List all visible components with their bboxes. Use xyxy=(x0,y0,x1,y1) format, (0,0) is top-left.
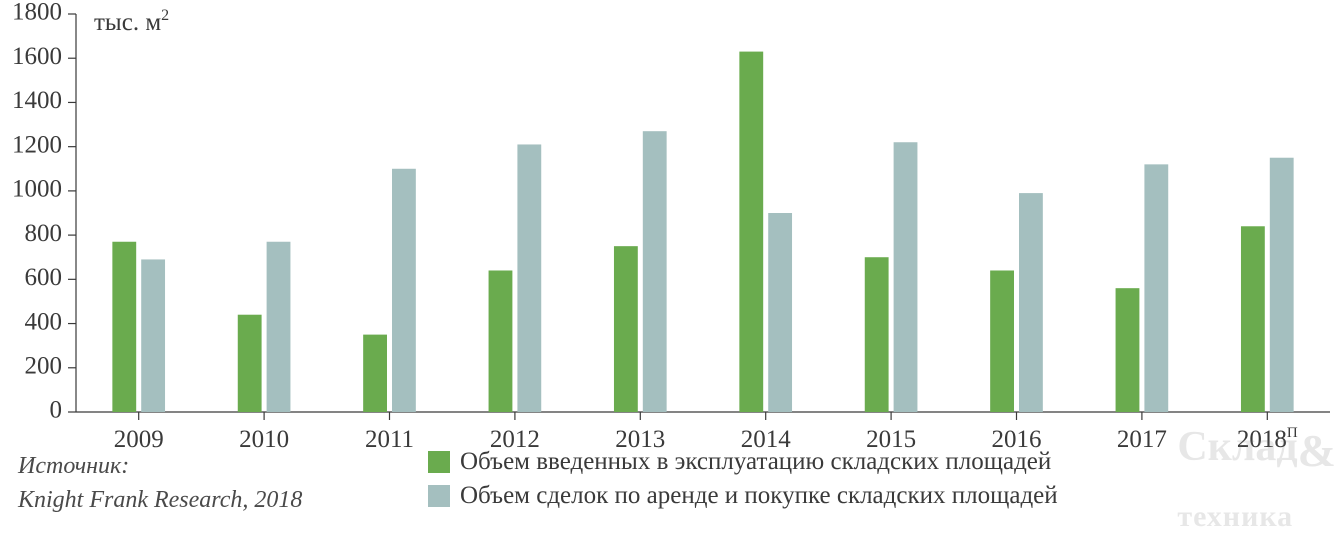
bar-deals xyxy=(517,144,541,412)
legend: Объем введенных в эксплуатацию складских… xyxy=(428,445,1058,513)
bar-deals xyxy=(1144,164,1168,412)
source-attribution: Источник: Knight Frank Research, 2018 xyxy=(18,449,302,517)
y-tick-label: 400 xyxy=(25,308,63,335)
y-tick-label: 1400 xyxy=(12,87,62,114)
bar-deals xyxy=(768,213,792,412)
source-line2: Knight Frank Research, 2018 xyxy=(18,483,302,517)
y-tick-label: 1600 xyxy=(12,43,62,70)
legend-swatch-introduced xyxy=(428,451,450,473)
bar-introduced xyxy=(238,315,262,412)
bar-introduced xyxy=(1116,288,1140,412)
y-tick-label: 800 xyxy=(25,220,63,247)
bar-introduced xyxy=(112,242,136,412)
bar-deals xyxy=(267,242,291,412)
y-tick-label: 600 xyxy=(25,264,63,291)
y-tick-label: 0 xyxy=(50,397,63,424)
bar-deals xyxy=(141,259,165,412)
bar-introduced xyxy=(865,257,889,412)
legend-item-deals: Объем сделок по аренде и покупке складск… xyxy=(428,479,1058,513)
bar-introduced xyxy=(363,335,387,412)
y-tick-label: 1000 xyxy=(12,176,62,203)
bar-introduced xyxy=(1241,226,1265,412)
bar-deals xyxy=(894,142,918,412)
bar-introduced xyxy=(739,52,763,412)
bar-chart: 0 200 400 600 800 1000 1200 1400 1600 1800 тыс. м2… xyxy=(0,0,1342,450)
bar-deals xyxy=(643,131,667,412)
bar-deals xyxy=(392,169,416,412)
bar-deals xyxy=(1270,158,1294,412)
legend-swatch-deals xyxy=(428,485,450,507)
bar-introduced xyxy=(489,270,513,412)
y-axis-title: тыс. м2 xyxy=(94,7,169,36)
legend-label-introduced: Объем введенных в эксплуатацию складских… xyxy=(460,445,1051,479)
source-line1: Источник: xyxy=(18,449,302,483)
bar-deals xyxy=(1019,193,1043,412)
bar-introduced xyxy=(990,270,1014,412)
legend-label-deals: Объем сделок по аренде и покупке складск… xyxy=(460,479,1058,513)
bar-introduced xyxy=(614,246,638,412)
y-tick-label: 1200 xyxy=(12,131,62,158)
y-tick-label: 200 xyxy=(25,353,63,380)
chart-footer: Источник: Knight Frank Research, 2018 Об… xyxy=(18,445,1324,519)
y-tick-label: 1800 xyxy=(12,0,62,26)
legend-item-introduced: Объем введенных в эксплуатацию складских… xyxy=(428,445,1058,479)
